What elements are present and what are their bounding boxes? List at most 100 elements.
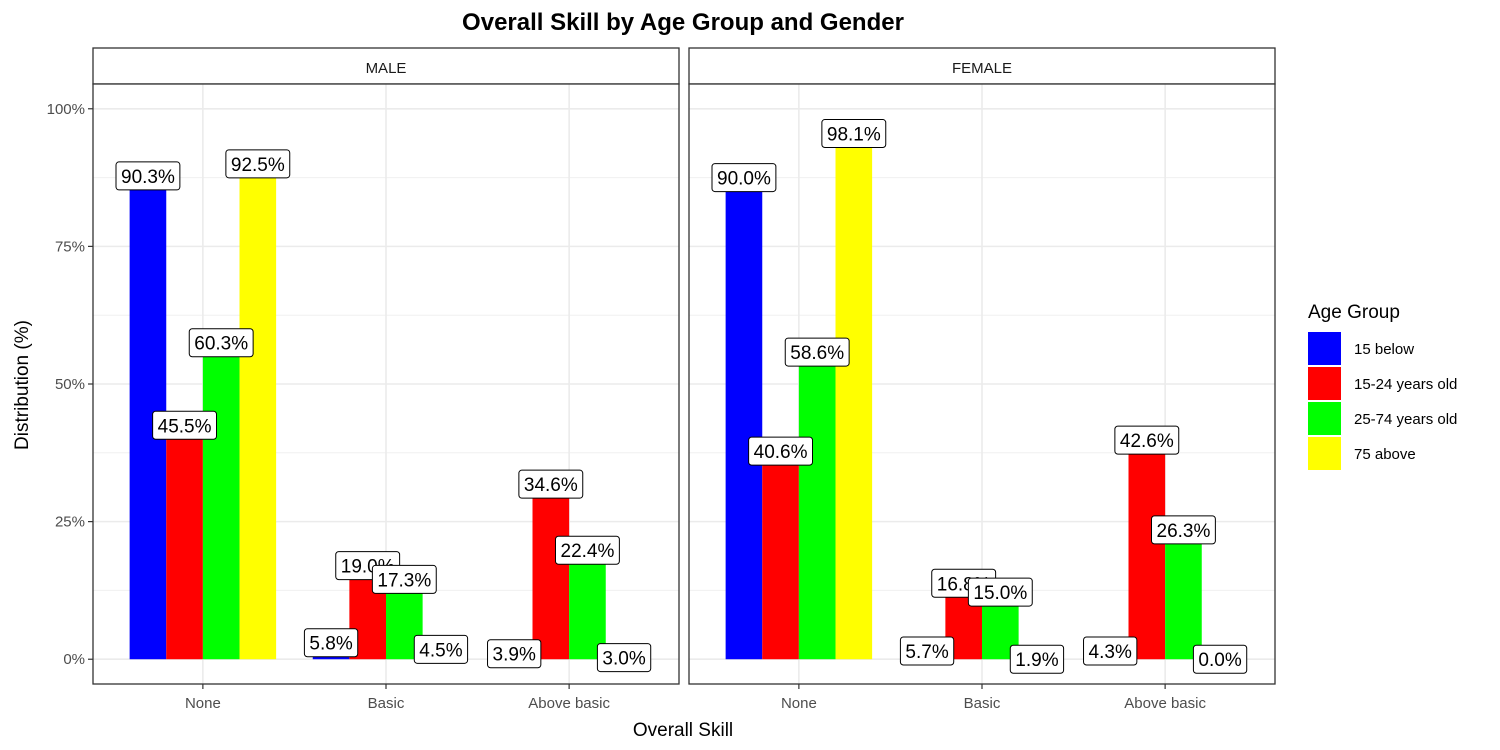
bar-label-text: 98.1% <box>827 125 881 146</box>
legend-label: 15 below <box>1354 341 1414 358</box>
bar-label-text: 4.3% <box>1089 642 1132 663</box>
bar <box>762 451 799 660</box>
legend-item: 25-74 years old <box>1308 402 1457 435</box>
bar-label-box <box>1151 515 1216 545</box>
bar-label: 3.9% <box>487 639 542 669</box>
bar-label: 90.3% <box>115 161 181 191</box>
legend-label: 25-74 years old <box>1354 411 1457 428</box>
x-tick-label: Basic <box>964 695 1001 712</box>
facet-strip <box>92 47 680 85</box>
bar-label-box <box>821 119 887 149</box>
bar-label-box <box>152 410 217 440</box>
bar-label-box <box>967 577 1033 607</box>
bar-label-box <box>371 564 437 594</box>
bar <box>1165 529 1202 660</box>
bar-label: 5.7% <box>899 636 955 666</box>
bar-label-text: 4.5% <box>419 640 462 661</box>
bar-label-box <box>1083 636 1138 666</box>
bar-label-box <box>487 639 542 669</box>
x-tick-label: None <box>781 695 817 712</box>
bar-label: 4.3% <box>1083 636 1138 666</box>
panels-layer: MALE90.3%5.8%3.9%45.5%19.0%34.6%60.3%17.… <box>47 47 1276 712</box>
bar <box>725 177 763 660</box>
bar-label-box <box>555 535 620 565</box>
bar <box>239 163 277 660</box>
bar-label-box <box>596 643 652 673</box>
legend-label: 75 above <box>1354 446 1416 463</box>
legend-swatch <box>1308 437 1341 470</box>
bar-label: 92.5% <box>225 149 291 179</box>
bar-label-text: 5.7% <box>905 642 948 663</box>
legend-swatch <box>1308 367 1341 400</box>
bar-label: 22.4% <box>555 535 620 565</box>
bar-label-text: 34.6% <box>524 475 578 496</box>
bar-label-box <box>1192 644 1248 674</box>
bar-label-text: 3.9% <box>493 645 536 666</box>
legend-label: 15-24 years old <box>1354 376 1457 393</box>
bar <box>569 550 606 660</box>
legend-item: 15-24 years old <box>1308 367 1457 400</box>
bar-label: 4.5% <box>413 634 469 664</box>
y-tick-label: 25% <box>55 514 85 531</box>
y-tick-label: 0% <box>63 651 85 668</box>
bar-label: 1.9% <box>1009 644 1065 674</box>
bar-label-box <box>748 436 813 466</box>
bar-label-box <box>899 636 955 666</box>
bar-label: 3.0% <box>596 643 652 673</box>
facet-strip-label: FEMALE <box>952 60 1012 77</box>
bar-label-text: 0.0% <box>1198 650 1241 671</box>
bar-label-text: 42.6% <box>1120 431 1174 452</box>
bar-label: 90.0% <box>711 163 777 193</box>
y-tick-label: 50% <box>55 376 85 393</box>
x-tick-label: Above basic <box>528 695 610 712</box>
bar-label-box <box>1009 644 1065 674</box>
bar <box>798 352 836 660</box>
bar-label-box <box>188 328 254 358</box>
bar <box>1128 440 1166 660</box>
bar-label-text: 17.3% <box>377 570 431 591</box>
bar-label-text: 90.0% <box>717 169 771 190</box>
bar-label: 26.3% <box>1151 515 1216 545</box>
bar-label-text: 90.3% <box>121 167 175 188</box>
x-tick-label: Above basic <box>1124 695 1206 712</box>
bar-label: 45.5% <box>152 410 217 440</box>
bar-label: 42.6% <box>1114 425 1180 455</box>
bar-label-box <box>518 469 584 499</box>
facet-strip <box>688 47 1276 85</box>
chart-title: Overall Skill by Age Group and Gender <box>462 9 904 36</box>
bar-label-text: 45.5% <box>158 416 212 437</box>
bar-label: 98.1% <box>821 119 887 149</box>
bar-label-box <box>413 634 469 664</box>
legend-title: Age Group <box>1308 302 1400 323</box>
bar-label: 60.3% <box>188 328 254 358</box>
bar-label-text: 3.0% <box>602 649 645 670</box>
bar-label: 5.8% <box>303 628 359 658</box>
bar-label-text: 26.3% <box>1157 521 1211 542</box>
bar-label: 0.0% <box>1192 644 1248 674</box>
x-axis-title: Overall Skill <box>633 720 733 741</box>
bar-label: 34.6% <box>518 469 584 499</box>
bar-label: 15.0% <box>967 577 1033 607</box>
bar <box>532 484 570 660</box>
bar-label-box <box>225 149 291 179</box>
bar-label-text: 5.8% <box>309 634 352 655</box>
bar <box>835 133 873 660</box>
bar <box>202 342 240 660</box>
bar-label: 40.6% <box>748 436 813 466</box>
legend-swatch <box>1308 332 1341 365</box>
bar-label-text: 22.4% <box>561 541 615 562</box>
bar-label-box <box>1114 425 1180 455</box>
bar-label-text: 15.0% <box>973 583 1027 604</box>
bar-label-box <box>711 163 777 193</box>
x-tick-label: Basic <box>368 695 405 712</box>
bar-label-box <box>784 337 850 367</box>
legend-swatch <box>1308 402 1341 435</box>
panel-male: MALE90.3%5.8%3.9%45.5%19.0%34.6%60.3%17.… <box>47 47 680 712</box>
bar-label-text: 92.5% <box>231 155 285 176</box>
bar <box>166 425 203 660</box>
bar-label-text: 1.9% <box>1015 650 1058 671</box>
y-tick-label: 75% <box>55 238 85 255</box>
facet-strip-label: MALE <box>366 60 407 77</box>
